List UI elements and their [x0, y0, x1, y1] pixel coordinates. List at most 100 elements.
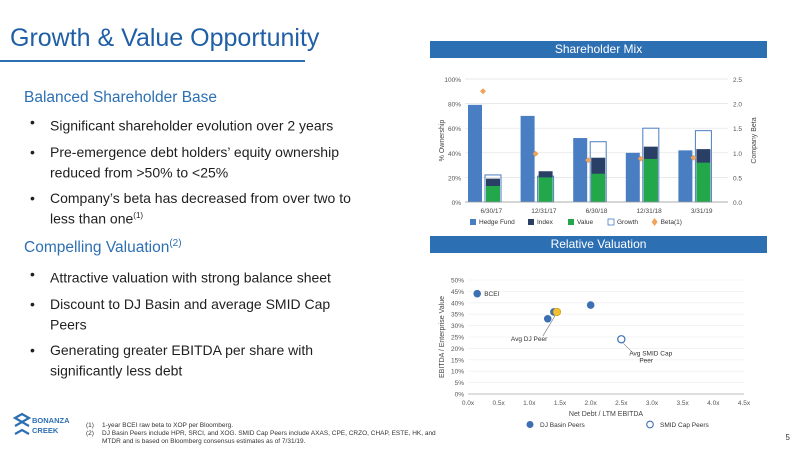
bar-hedge-fund — [573, 138, 588, 202]
footnotes: (1) 1-year BCEI raw beta to XOP per Bloom… — [86, 422, 446, 446]
bar-hedge-fund — [625, 152, 640, 202]
y-tick-label: 5% — [455, 380, 465, 387]
section-heading-text: Balanced Shareholder Base — [24, 89, 218, 107]
beta-marker — [637, 155, 644, 162]
legend-label: Beta(1) — [661, 219, 682, 226]
beta-marker — [585, 157, 592, 164]
bullet-item: Generating greater EBITDA per share with… — [24, 342, 364, 380]
panel-header-relative-valuation: Relative Valuation — [430, 236, 767, 253]
x-tick-label: 0.5x — [493, 400, 506, 407]
bullet-text: Significant shareholder evolution over 2… — [50, 117, 334, 134]
x-tick-label: 12/31/17 — [531, 208, 557, 215]
y-tick-label: 45% — [451, 289, 464, 296]
title-underline — [0, 60, 305, 62]
footnote-text: DJ Basin Peers include HPR, SRCI, and XO… — [102, 430, 436, 445]
legend-swatch — [651, 218, 658, 226]
y-tick-label: 80% — [448, 102, 461, 109]
logo-line1: BONANZA — [32, 416, 70, 425]
x-tick-label: 3.0x — [646, 400, 659, 407]
section-heading-text: Compelling Valuation — [24, 239, 170, 257]
bullet-text: Company’s beta has decreased from over t… — [50, 190, 351, 227]
y-tick-label: 25% — [451, 335, 464, 342]
y-tick-label: 35% — [451, 312, 464, 319]
footnote: (1) 1-year BCEI raw beta to XOP per Bloom… — [86, 422, 446, 430]
bar-value — [696, 162, 711, 202]
bullet-text: Pre-emergence debt holders’ equity owner… — [50, 143, 339, 181]
footnote-text: 1-year BCEI raw beta to XOP per Bloomber… — [102, 422, 234, 429]
x-tick-label: 4.0x — [707, 400, 720, 407]
panel-header-shareholder-mix: Shareholder Mix — [430, 41, 767, 58]
y-tick-label: 40% — [451, 300, 464, 307]
y-tick-label: 50% — [451, 278, 464, 285]
legend-swatch — [607, 218, 615, 226]
y-tick-label: 20% — [451, 346, 464, 353]
beta-marker — [480, 88, 486, 95]
annotation-leader — [623, 343, 632, 352]
y-right-tick-label: 0.0 — [733, 200, 742, 207]
bar-value — [486, 186, 500, 202]
legend-swatch — [470, 219, 476, 225]
bonanza-creek-logo: BONANZA CREEK — [12, 412, 70, 435]
x-tick-label: 1.5x — [554, 400, 567, 407]
bullet-item: Company’s beta has decreased from over t… — [24, 190, 364, 228]
y-right-tick-label: 2.5 — [733, 77, 742, 84]
footnote: (2) DJ Basin Peers include HPR, SRCI, and… — [86, 430, 446, 446]
section-heading-valuation: Compelling Valuation(2) — [24, 238, 182, 257]
shareholder-mix-chart: 0% 20% 40% 60% 80% 100% 0.0 0.5 1.0 1.5 2.0 2.5 % Ow… — [439, 77, 758, 226]
y-right-tick-label: 2.0 — [733, 102, 742, 109]
bar-value — [591, 173, 606, 202]
legend-label: DJ Basin Peers — [540, 422, 586, 429]
bar-hedge-fund — [468, 104, 482, 202]
legend-swatch — [528, 219, 534, 225]
y-right-tick-label: 1.5 — [733, 126, 742, 133]
annotation-avg-smid-line2: Peer — [639, 357, 654, 364]
dj-basin-point — [473, 289, 481, 298]
x-tick-label: 3.5x — [677, 400, 690, 407]
x-tick-label: 3/31/19 — [691, 208, 713, 215]
bullet-list-shareholder: Significant shareholder evolution over 2… — [24, 114, 364, 237]
x-tick-label: 0.0x — [462, 400, 475, 407]
y-tick-label: 40% — [448, 151, 461, 158]
annotation-avg-smid: Avg SMID Cap — [629, 350, 672, 357]
beta-marker — [532, 150, 539, 157]
annotation-bcei: BCEI — [484, 291, 499, 298]
x-axis-label: Net Debt / LTM EBITDA — [569, 411, 643, 418]
y-tick-label: 0% — [455, 392, 465, 399]
dj-basin-point — [543, 314, 552, 323]
section-heading-sup: (2) — [169, 238, 182, 249]
x-tick-label: 6/30/17 — [480, 208, 502, 215]
bullet-item: Discount to DJ Basin and average SMID Ca… — [24, 296, 364, 334]
legend-swatch — [646, 420, 654, 429]
x-tick-label: 2.5x — [615, 400, 628, 407]
legend-label: Hedge Fund — [479, 219, 515, 226]
legend-label: SMID Cap Peers — [660, 422, 710, 429]
x-tick-label: 12/31/18 — [636, 208, 662, 215]
y-right-tick-label: 1.0 — [733, 151, 742, 158]
logo-line2: CREEK — [32, 426, 59, 435]
y-tick-label: 10% — [451, 369, 464, 376]
bullet-sup: (1) — [133, 211, 144, 221]
legend-swatch — [526, 421, 534, 428]
y-axis-label: EBITDA / Enterprise Value — [439, 296, 446, 378]
bullet-text: Discount to DJ Basin and average SMID Ca… — [50, 295, 331, 333]
beta-marker — [690, 154, 697, 161]
page-number: 5 — [785, 433, 790, 442]
bullet-item: Pre-emergence debt holders’ equity owner… — [24, 144, 364, 182]
annotation-avg-dj-peer: Avg DJ Peer — [511, 336, 548, 343]
x-tick-label: 6/30/18 — [586, 208, 608, 215]
page-title: Growth & Value Opportunity — [10, 24, 320, 52]
y-tick-label: 100% — [444, 77, 461, 84]
bullet-text: Attractive valuation with strong balance… — [50, 269, 331, 286]
bar-hedge-fund — [678, 150, 693, 202]
footnote-number: (1) — [86, 422, 94, 429]
y-axis-label: % Ownership — [439, 120, 446, 162]
legend-label: Value — [577, 219, 594, 226]
section-heading-shareholder: Balanced Shareholder Base — [24, 88, 217, 107]
legend-swatch — [568, 219, 574, 225]
y-tick-label: 20% — [448, 175, 461, 182]
legend-label: Growth — [617, 219, 638, 226]
footnote-number: (2) — [86, 430, 94, 437]
y-right-tick-label: 0.5 — [733, 175, 742, 182]
y-right-axis-label: Company Beta — [751, 117, 758, 163]
bullet-text: Generating greater EBITDA per share with… — [50, 342, 314, 379]
